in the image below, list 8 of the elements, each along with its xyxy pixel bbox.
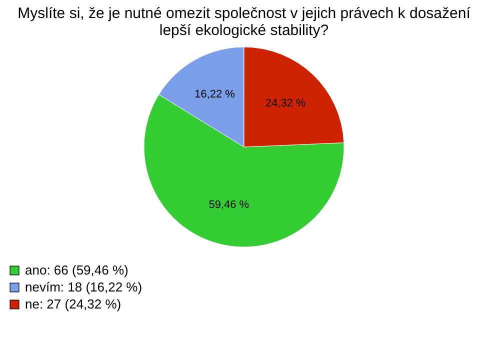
legend-label: ne: 27 (24,32 %): [25, 296, 122, 312]
data-label: 59,46 %: [208, 199, 250, 212]
data-label: 16,22 %: [194, 88, 236, 101]
legend-label: ano: 66 (59,46 %): [25, 262, 128, 278]
text: Myslíte si, že je nutné omezit společnost v jejich právech k dosažení: [18, 5, 470, 22]
legend-label: nevím: 18 (16,22 %): [25, 280, 142, 294]
text: lepší ekologické stability?: [159, 22, 329, 39]
data-label: 24,32 %: [265, 98, 306, 110]
